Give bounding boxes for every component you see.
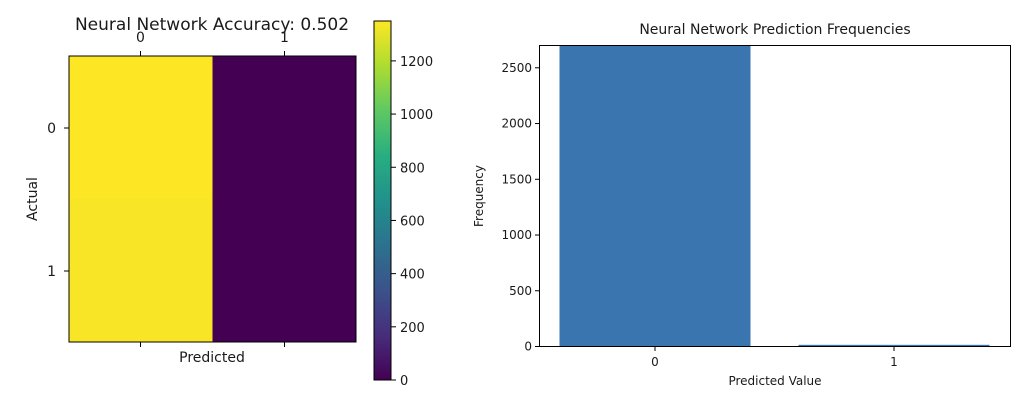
bar-y-tick-label-5: 2500 (501, 61, 532, 75)
bar-chart: 0 500 1000 1500 2000 2500 0 1 Neural Network … (472, 22, 1011, 388)
colorbar: 0 200 400 600 800 1000 1200 (373, 20, 433, 389)
x-tick-label-0: 0 (136, 30, 145, 46)
heatmap-ylabel: Actual (25, 177, 41, 221)
colorbar-tick-label-0: 0 (400, 374, 408, 389)
heatmap-cell-0-1 (212, 56, 357, 200)
bar-0 (559, 45, 751, 347)
y-tick-label-1: 1 (47, 264, 56, 280)
colorbar-tick-label-5: 1000 (400, 108, 433, 123)
heatmap-cell-0-0 (69, 56, 213, 200)
colorbar-tick-label-6: 1200 (400, 55, 433, 70)
bar-chart-xlabel: Predicted Value (728, 374, 821, 388)
bar-y-tick-label-2: 1000 (501, 228, 532, 242)
bar-y-tick-label-0: 0 (524, 340, 532, 354)
colorbar-tick-label-1: 200 (400, 321, 425, 336)
bar-1 (798, 344, 990, 347)
heatmap-title: Neural Network Accuracy: 0.502 (75, 15, 349, 35)
y-tick-label-0: 0 (47, 121, 56, 137)
heatmap-xlabel: Predicted (179, 350, 245, 366)
heatmap-cell-1-1 (212, 199, 357, 343)
bar-y-tick-label-4: 2000 (501, 117, 532, 131)
confusion-matrix: 0 1 0 1 Neural Network Accuracy: 0.502 P… (25, 15, 357, 366)
heatmap-frame (68, 55, 357, 343)
heatmap-cell-1-0 (69, 199, 213, 343)
bar-chart-title: Neural Network Prediction Frequencies (639, 22, 910, 38)
x-tick-label-1: 1 (280, 30, 289, 46)
bar-x-tick-label-1: 1 (890, 355, 898, 369)
bar-y-tick-label-1: 500 (509, 284, 532, 298)
colorbar-tick-label-4: 800 (400, 161, 425, 176)
bar-chart-ylabel: Frequency (472, 165, 486, 227)
colorbar-tick-label-3: 600 (400, 214, 425, 229)
colorbar-tick-label-2: 400 (400, 268, 425, 283)
bar-y-tick-label-3: 1500 (501, 172, 532, 186)
colorbar-gradient (373, 20, 392, 381)
bar-x-tick-label-0: 0 (651, 355, 659, 369)
